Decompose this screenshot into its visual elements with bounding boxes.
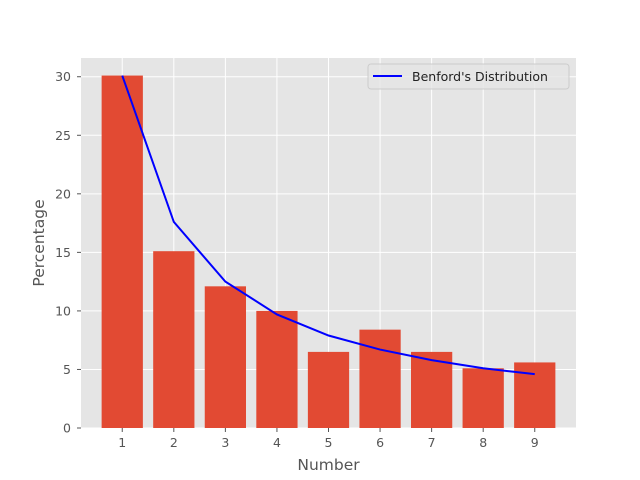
- bar-6: [359, 329, 401, 428]
- y-tick-label-20: 20: [55, 186, 71, 201]
- y-tick-label-0: 0: [63, 421, 71, 436]
- benford-distribution-line: [121, 75, 535, 376]
- x-tick-label-3: 3: [221, 435, 229, 450]
- x-tick-label-4: 4: [273, 435, 281, 450]
- x-tick-label-1: 1: [118, 435, 126, 450]
- x-tick-label-2: 2: [170, 435, 178, 450]
- y-tick-label-25: 25: [55, 128, 71, 143]
- x-axis-ticks: 1 2 3 4 5 6 7 8 9: [118, 428, 539, 450]
- y-axis-ticks: 0 5 10 15 20 25 30: [55, 69, 81, 436]
- bar-1: [101, 75, 143, 428]
- y-tick-label-30: 30: [55, 69, 71, 84]
- y-tick-label-15: 15: [55, 245, 71, 260]
- x-tick-label-6: 6: [376, 435, 384, 450]
- bar-5: [307, 351, 350, 428]
- x-tick-label-5: 5: [325, 435, 333, 450]
- x-axis-label: Number: [297, 456, 360, 474]
- x-tick-label-7: 7: [428, 435, 436, 450]
- y-tick-label-5: 5: [63, 362, 71, 377]
- legend-box: [367, 63, 570, 90]
- bar-3: [204, 286, 246, 428]
- y-tick-label-10: 10: [55, 303, 71, 318]
- bar-7: [411, 351, 453, 428]
- x-tick-label-8: 8: [479, 435, 487, 450]
- bar-series: [101, 75, 556, 428]
- legend: Benford's Distribution: [367, 63, 570, 90]
- legend-label-benford: Benford's Distribution: [412, 69, 548, 84]
- x-tick-label-9: 9: [531, 435, 539, 450]
- y-axis-label: Percentage: [30, 199, 48, 286]
- bar-8: [462, 368, 504, 428]
- bar-2: [153, 251, 195, 428]
- bar-4: [256, 310, 298, 428]
